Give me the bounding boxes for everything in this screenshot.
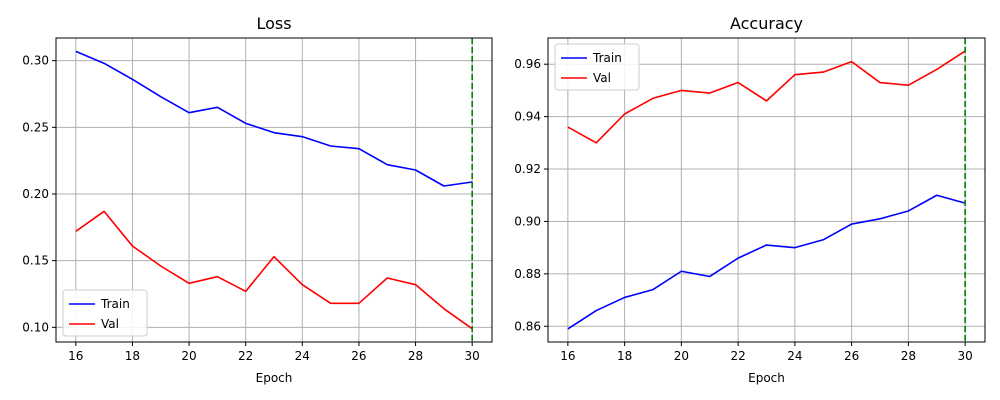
x-tick-label: 16 xyxy=(68,349,83,363)
y-tick-label: 0.88 xyxy=(514,267,541,281)
y-tick-label: 0.30 xyxy=(22,54,49,68)
x-tick-label: 20 xyxy=(674,349,689,363)
plot-frame xyxy=(55,37,493,343)
legend-label-train: Train xyxy=(592,51,622,65)
legend: Train Val xyxy=(554,43,640,91)
x-tick-label: 18 xyxy=(617,349,632,363)
x-tick-label: 18 xyxy=(125,349,140,363)
y-tick-label: 0.86 xyxy=(514,319,541,333)
x-axis-label: Epoch xyxy=(256,371,293,385)
x-tick-label: 30 xyxy=(465,349,480,363)
y-tick-label: 0.96 xyxy=(514,57,541,71)
y-tick-label: 0.92 xyxy=(514,162,541,176)
y-tick-label: 0.25 xyxy=(22,120,49,134)
legend-label-val: Val xyxy=(101,317,119,331)
legend: Train Val xyxy=(62,289,148,337)
series-line-train xyxy=(567,194,966,330)
plot-frame xyxy=(547,37,986,343)
loss-chart: 16 18 20 22 24 26 28 30 0.10 0.15 0.20 0.25 0.30 Loss… xyxy=(22,14,493,385)
x-tick-label: 30 xyxy=(957,349,972,363)
x-tick-label: 16 xyxy=(560,349,575,363)
x-tick-label: 26 xyxy=(844,349,859,363)
y-tick-label: 0.20 xyxy=(22,187,49,201)
series-line-val xyxy=(75,210,473,330)
y-tick-label: 0.10 xyxy=(22,320,49,334)
x-tick-label: 24 xyxy=(295,349,310,363)
legend-label-val: Val xyxy=(593,71,611,85)
x-tick-label: 28 xyxy=(408,349,423,363)
chart-title: Loss xyxy=(256,14,291,33)
y-tick-label: 0.90 xyxy=(514,214,541,228)
x-tick-label: 22 xyxy=(238,349,253,363)
x-axis-label: Epoch xyxy=(748,371,785,385)
x-tick-label: 20 xyxy=(181,349,196,363)
series-line-val xyxy=(567,50,966,144)
x-tick-label: 28 xyxy=(901,349,916,363)
x-tick-label: 24 xyxy=(787,349,802,363)
series-line-train xyxy=(75,50,473,187)
accuracy-chart: 16 18 20 22 24 26 28 30 0.86 0.88 0.90 0.92 0.94 0.96… xyxy=(514,14,986,385)
x-tick-label: 22 xyxy=(730,349,745,363)
y-tick-label: 0.15 xyxy=(22,254,49,268)
chart-title: Accuracy xyxy=(730,14,803,33)
legend-label-train: Train xyxy=(100,297,130,311)
x-tick-label: 26 xyxy=(351,349,366,363)
y-tick-label: 0.94 xyxy=(514,110,541,124)
